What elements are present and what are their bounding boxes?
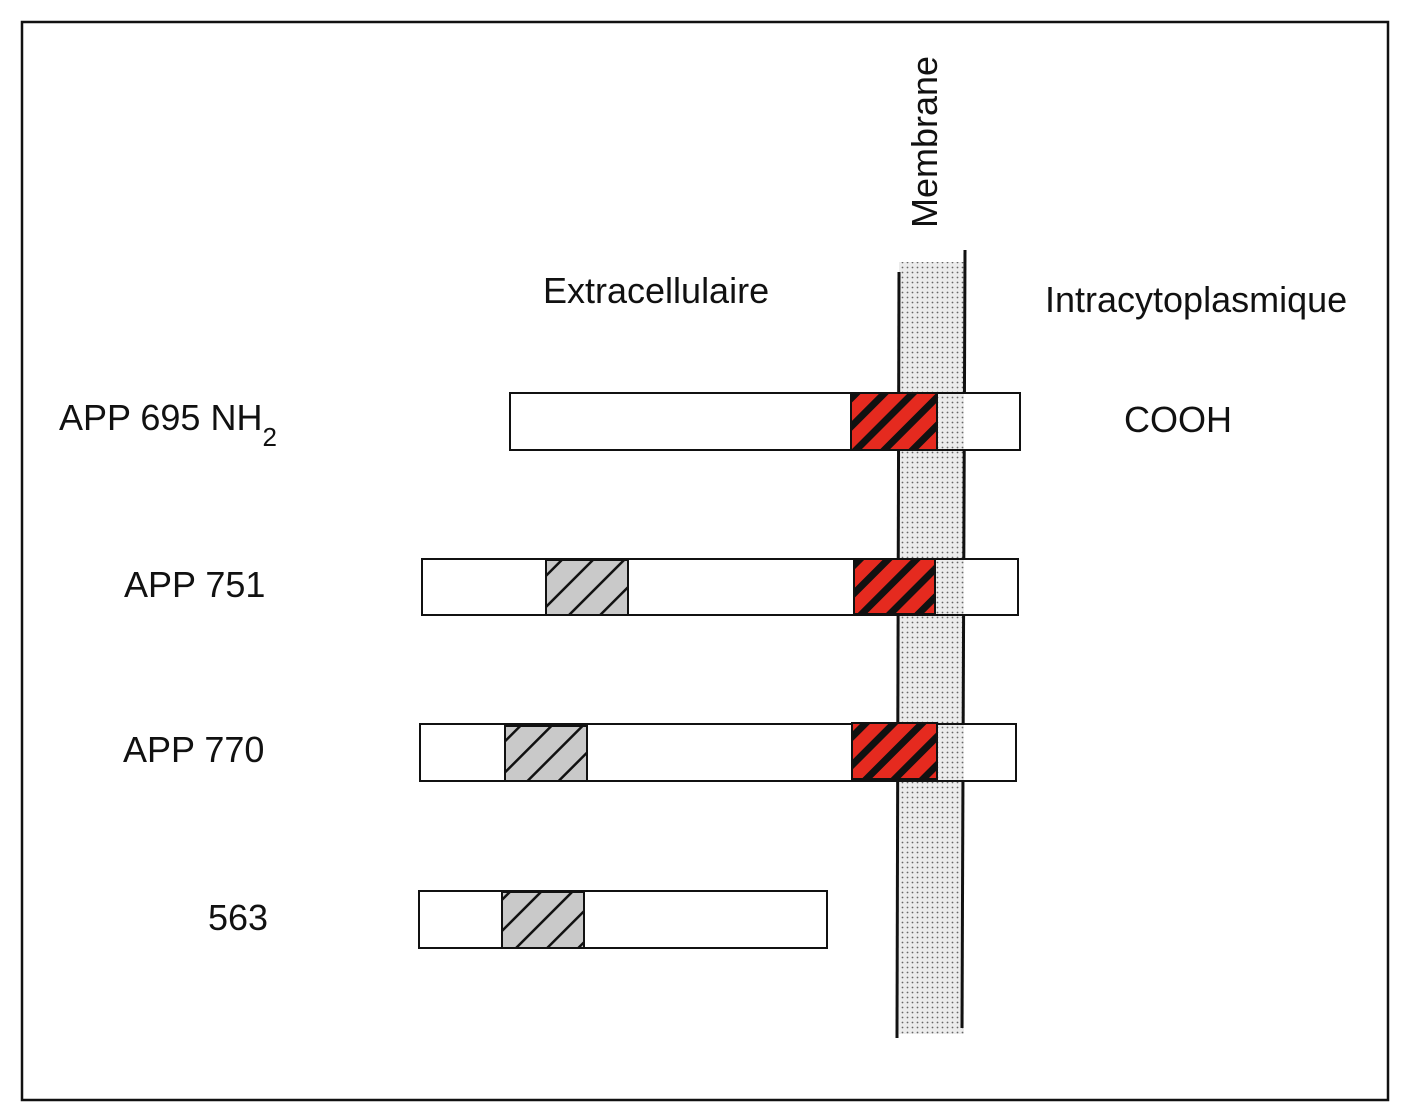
- n-terminus-label: APP 695 NH2: [59, 397, 277, 452]
- membrane-inner-edge: [960, 249, 967, 1029]
- kpi-domain: [501, 891, 585, 949]
- membrane-label: Membrane: [904, 56, 945, 228]
- protein-bar: [418, 890, 828, 949]
- membrane-band: [899, 262, 964, 1034]
- kpi-domain: [545, 559, 629, 616]
- kpi-domain: [504, 725, 588, 782]
- abeta-domain: [850, 392, 938, 451]
- intracellular-label: Intracytoplasmique: [1045, 279, 1347, 320]
- abeta-domain: [853, 558, 936, 615]
- protein-label: APP 751: [124, 564, 265, 605]
- protein-label: 563: [208, 897, 268, 938]
- abeta-domain: [851, 722, 938, 780]
- protein-row-app695: APP 695 NH2 COOH: [59, 392, 1232, 452]
- c-terminus-label: COOH: [1124, 399, 1232, 440]
- extracellular-label: Extracellulaire: [543, 270, 769, 311]
- membrane-outer-edge: [895, 271, 901, 1039]
- protein-row-app751: APP 751: [124, 558, 1019, 616]
- protein-label: APP 770: [123, 729, 264, 770]
- membrane: Membrane: [895, 56, 967, 1039]
- protein-row-app770: APP 770: [123, 722, 1017, 782]
- protein-row-563: 563: [208, 890, 828, 949]
